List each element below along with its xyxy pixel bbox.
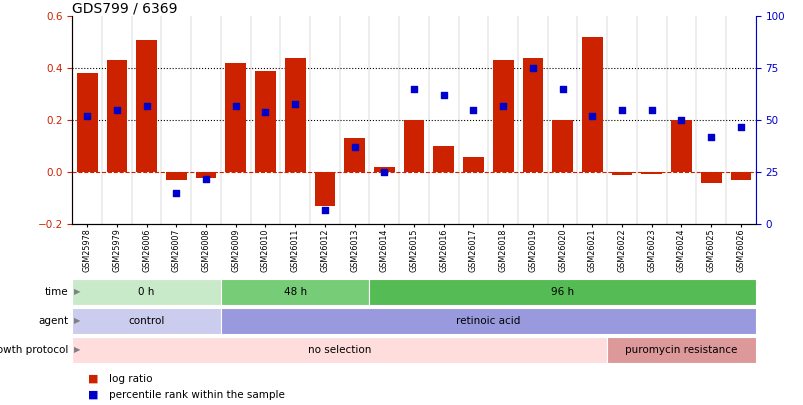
Bar xyxy=(641,173,662,174)
Text: 0 h: 0 h xyxy=(138,287,155,296)
Text: agent: agent xyxy=(39,316,68,326)
Bar xyxy=(77,73,97,173)
Bar xyxy=(492,60,513,173)
Bar xyxy=(225,63,246,173)
Bar xyxy=(136,40,157,173)
Text: log ratio: log ratio xyxy=(108,374,152,384)
Point xyxy=(80,113,93,119)
Point xyxy=(377,169,390,176)
Bar xyxy=(165,173,186,180)
Bar xyxy=(373,167,394,173)
Bar xyxy=(344,139,365,173)
Bar xyxy=(221,279,369,305)
Point xyxy=(318,207,331,213)
Bar xyxy=(433,146,454,173)
Point xyxy=(675,117,687,124)
Text: ■: ■ xyxy=(88,390,99,400)
Text: retinoic acid: retinoic acid xyxy=(455,316,520,326)
Text: growth protocol: growth protocol xyxy=(0,345,68,355)
Bar xyxy=(581,37,602,173)
Point xyxy=(229,102,242,109)
Point xyxy=(199,175,212,182)
Bar xyxy=(606,337,755,363)
Point xyxy=(407,86,420,92)
Bar xyxy=(72,308,221,334)
Bar xyxy=(72,279,221,305)
Text: ■: ■ xyxy=(88,374,99,384)
Bar xyxy=(255,71,275,173)
Text: 48 h: 48 h xyxy=(283,287,307,296)
Point xyxy=(140,102,153,109)
Bar xyxy=(611,173,632,175)
Point xyxy=(526,65,539,71)
Point xyxy=(467,107,479,113)
Bar xyxy=(106,60,127,173)
Point xyxy=(110,107,123,113)
Text: puromycin resistance: puromycin resistance xyxy=(625,345,736,355)
Text: ▶: ▶ xyxy=(74,316,80,325)
Point xyxy=(704,134,717,140)
Text: no selection: no selection xyxy=(308,345,371,355)
Bar xyxy=(314,173,335,206)
Point xyxy=(734,123,747,130)
Bar xyxy=(700,173,720,183)
Point xyxy=(615,107,628,113)
Text: GDS799 / 6369: GDS799 / 6369 xyxy=(72,1,177,15)
Point xyxy=(437,92,450,98)
Bar xyxy=(284,58,305,173)
Point xyxy=(348,144,361,151)
Text: ▶: ▶ xyxy=(74,287,80,296)
Bar xyxy=(221,308,755,334)
Bar xyxy=(671,120,691,173)
Bar xyxy=(463,157,483,173)
Point xyxy=(585,113,598,119)
Bar xyxy=(522,58,543,173)
Bar xyxy=(72,337,606,363)
Point xyxy=(496,102,509,109)
Text: percentile rank within the sample: percentile rank within the sample xyxy=(108,390,284,400)
Point xyxy=(556,86,569,92)
Bar xyxy=(369,279,755,305)
Text: time: time xyxy=(45,287,68,296)
Point xyxy=(645,107,658,113)
Point xyxy=(169,190,182,196)
Bar xyxy=(730,173,750,180)
Bar xyxy=(552,120,573,173)
Text: ▶: ▶ xyxy=(74,345,80,354)
Bar xyxy=(403,120,424,173)
Bar xyxy=(195,173,216,177)
Point xyxy=(288,100,301,107)
Point xyxy=(259,109,271,115)
Text: 96 h: 96 h xyxy=(550,287,573,296)
Text: control: control xyxy=(128,316,165,326)
